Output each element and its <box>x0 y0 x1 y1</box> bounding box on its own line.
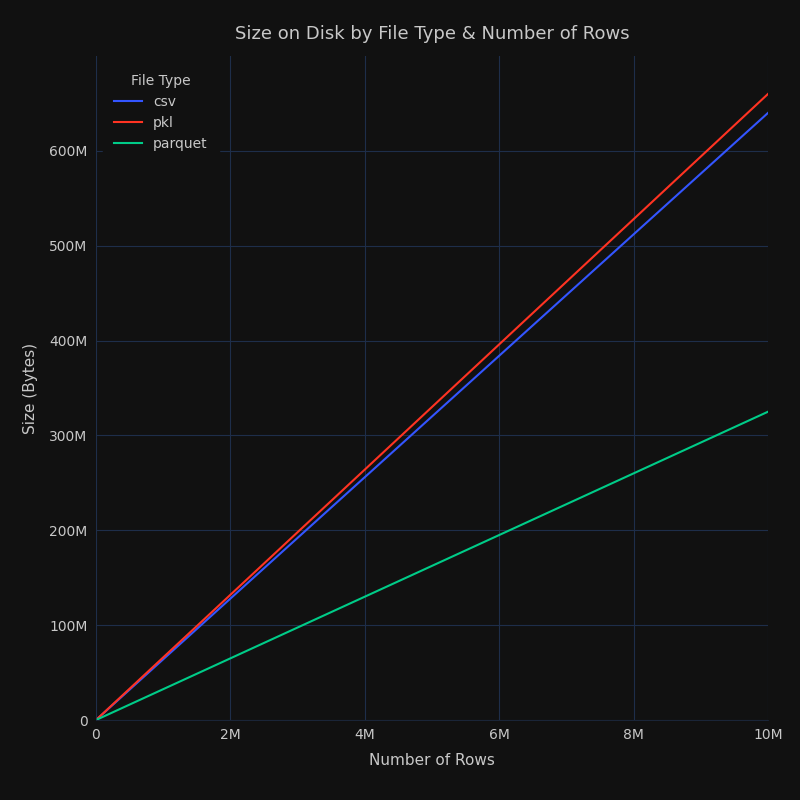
Legend: csv, pkl, parquet: csv, pkl, parquet <box>103 63 218 162</box>
Y-axis label: Size (Bytes): Size (Bytes) <box>23 342 38 434</box>
Title: Size on Disk by File Type & Number of Rows: Size on Disk by File Type & Number of Ro… <box>234 26 630 43</box>
X-axis label: Number of Rows: Number of Rows <box>369 754 495 769</box>
